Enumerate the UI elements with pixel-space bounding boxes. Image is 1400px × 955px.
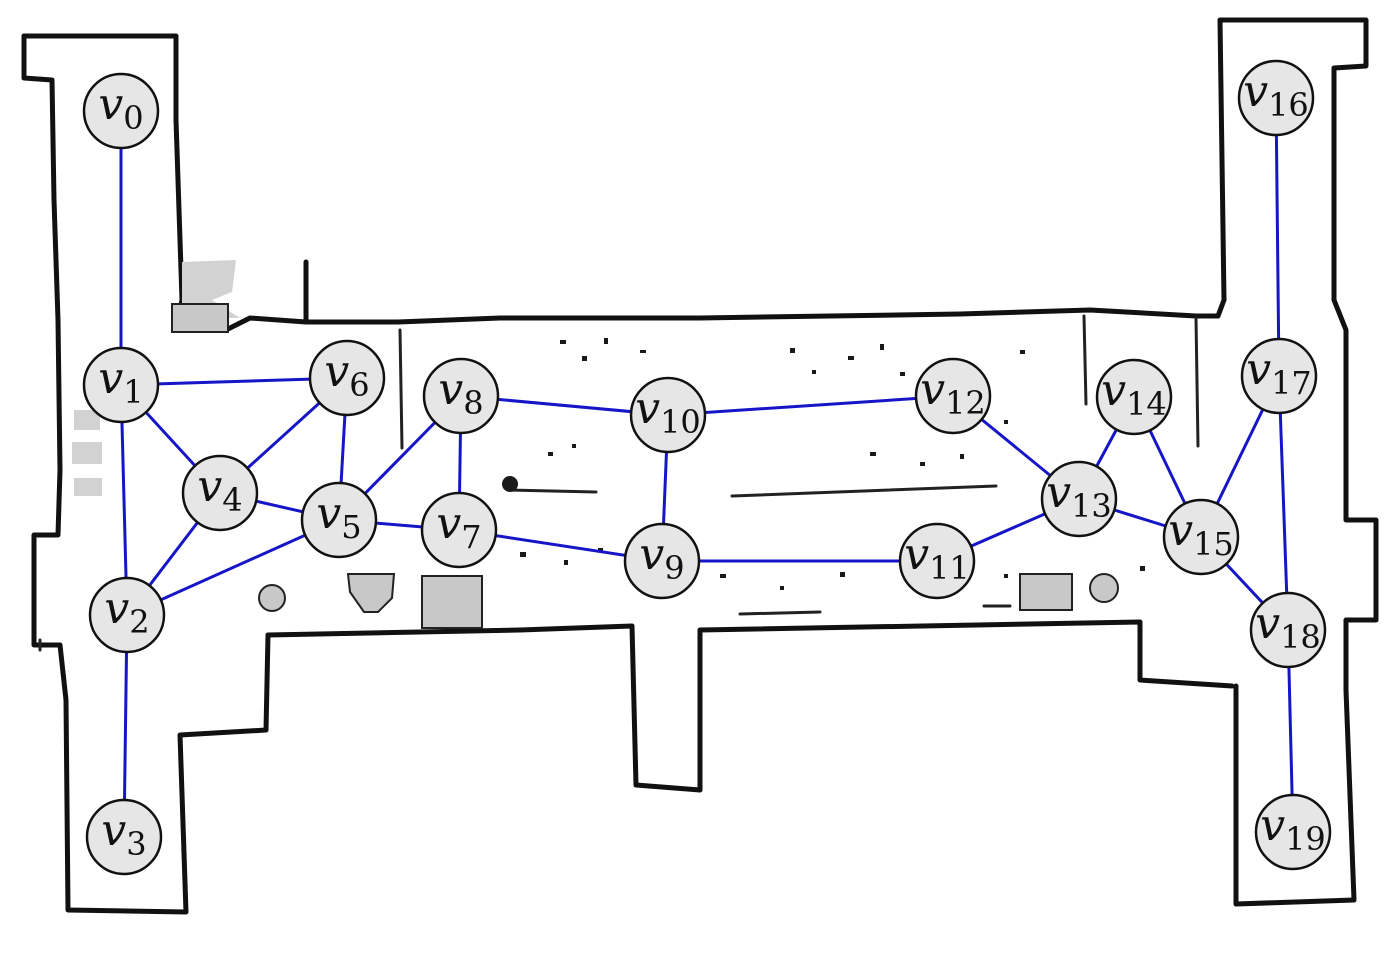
node-v9: v9 xyxy=(623,522,701,600)
node-circle-v10 xyxy=(629,376,707,454)
edge-v1-v2 xyxy=(119,384,129,616)
floor-plan-walls xyxy=(21,17,1379,915)
node-v10: v10 xyxy=(629,376,707,454)
node-circle-v16 xyxy=(1237,59,1315,137)
node-v1: v1 xyxy=(82,346,160,424)
node-v12: v12 xyxy=(914,357,992,435)
node-v8: v8 xyxy=(422,357,500,435)
graph-edges xyxy=(119,97,1295,838)
node-label-v7: v7 xyxy=(436,498,481,556)
node-label-v15: v15 xyxy=(1168,505,1234,563)
node-label-v14: v14 xyxy=(1101,365,1167,423)
edge-v16-v17 xyxy=(1274,97,1281,377)
node-v13: v13 xyxy=(1040,460,1118,538)
node-v11: v11 xyxy=(898,522,976,600)
map-obstacles xyxy=(72,260,1119,629)
node-circle-v19 xyxy=(1254,793,1332,871)
node-label-v0: v0 xyxy=(98,79,143,137)
graph-nodes: v0 v1 v2 v3 v4 v5 v6 v7 v8 v9 v10 v11 v12 v13 v14 v15 v1… xyxy=(82,59,1332,876)
node-label-v8: v8 xyxy=(438,364,483,422)
node-label-v3: v3 xyxy=(101,805,146,863)
node-circle-v14 xyxy=(1095,358,1173,436)
node-v5: v5 xyxy=(300,481,378,559)
node-label-v11: v11 xyxy=(904,529,970,587)
node-circle-v7 xyxy=(420,491,498,569)
node-v14: v14 xyxy=(1095,358,1173,436)
node-label-v16: v16 xyxy=(1243,66,1309,124)
node-label-v10: v10 xyxy=(635,383,701,441)
node-label-v1: v1 xyxy=(98,353,143,411)
node-circle-v18 xyxy=(1249,591,1327,669)
node-label-v13: v13 xyxy=(1046,467,1112,525)
node-v15: v15 xyxy=(1162,498,1240,576)
node-label-v19: v19 xyxy=(1260,800,1326,858)
node-v6: v6 xyxy=(308,339,386,417)
node-circle-v8 xyxy=(422,357,500,435)
node-circle-v13 xyxy=(1040,460,1118,538)
node-v16: v16 xyxy=(1237,59,1315,137)
node-v19: v19 xyxy=(1254,793,1332,871)
node-label-v17: v17 xyxy=(1246,344,1312,402)
node-v17: v17 xyxy=(1240,337,1318,415)
node-v0: v0 xyxy=(82,72,160,150)
scan-noise xyxy=(520,338,1145,590)
node-circle-v5 xyxy=(300,481,378,559)
node-circle-v17 xyxy=(1240,337,1318,415)
node-circle-v4 xyxy=(181,454,259,532)
node-label-v6: v6 xyxy=(324,346,369,404)
node-circle-v6 xyxy=(308,339,386,417)
node-label-v4: v4 xyxy=(197,461,242,519)
node-v3: v3 xyxy=(85,798,163,876)
edge-v2-v5 xyxy=(126,518,340,617)
node-label-v9: v9 xyxy=(639,529,684,587)
node-circle-v15 xyxy=(1162,498,1240,576)
node-v18: v18 xyxy=(1249,591,1327,669)
edge-v17-v18 xyxy=(1277,375,1290,631)
node-v2: v2 xyxy=(88,576,166,654)
node-label-v5: v5 xyxy=(316,488,361,546)
edge-v10-v12 xyxy=(667,394,954,417)
node-circle-v1 xyxy=(82,346,160,424)
node-label-v18: v18 xyxy=(1255,598,1321,656)
node-circle-v9 xyxy=(623,522,701,600)
node-circle-v12 xyxy=(914,357,992,435)
node-circle-v0 xyxy=(82,72,160,150)
node-circle-v3 xyxy=(85,798,163,876)
node-label-v2: v2 xyxy=(104,583,149,641)
node-v7: v7 xyxy=(420,491,498,569)
node-v4: v4 xyxy=(181,454,259,532)
node-circle-v2 xyxy=(88,576,166,654)
node-circle-v11 xyxy=(898,522,976,600)
node-label-v12: v12 xyxy=(920,364,986,422)
